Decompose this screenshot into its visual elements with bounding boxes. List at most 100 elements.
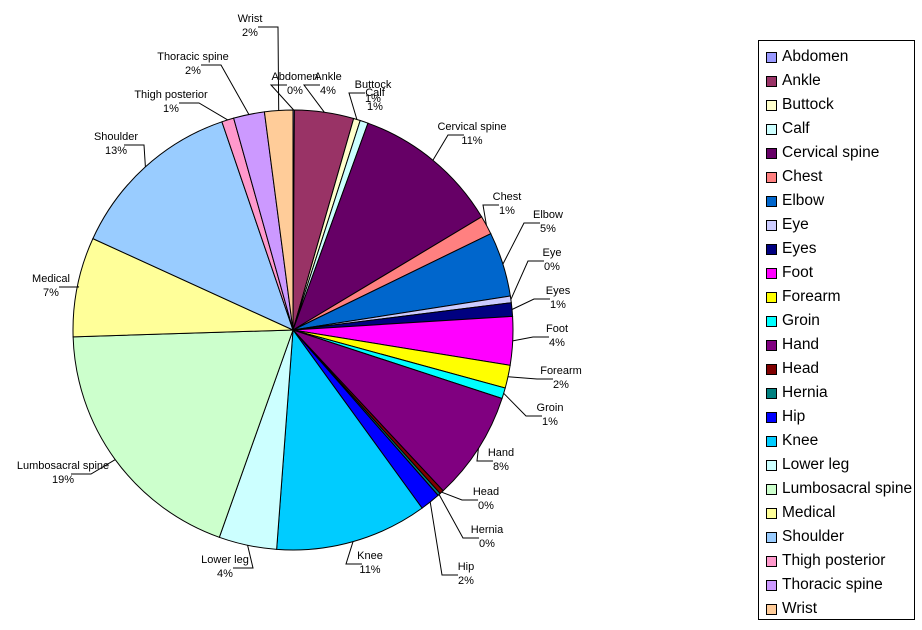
leader-line-ankle bbox=[303, 84, 325, 113]
leader-line-elbow bbox=[502, 222, 540, 265]
legend-item-ankle: Ankle bbox=[759, 69, 914, 93]
legend-swatch bbox=[766, 579, 777, 591]
pie-chart: Abdomen 0%Ankle 4% Buttock 1%Calf 1% Cervical … bbox=[17, 13, 582, 587]
legend-label: Thigh posterior bbox=[782, 552, 886, 569]
leader-line-buttock bbox=[348, 92, 365, 120]
legend-item-buttock: Buttock bbox=[759, 93, 914, 117]
legend-swatch bbox=[766, 75, 777, 87]
leader-line-head bbox=[441, 491, 478, 501]
leader-line-abdomen bbox=[269, 84, 295, 111]
leader-line-lumbosacral-spine bbox=[71, 459, 116, 475]
pie-slice-knee bbox=[276, 328, 423, 551]
legend-item-lumbosacral-spine: Lumbosacral spine bbox=[759, 477, 914, 501]
legend-item-forearm: Forearm bbox=[759, 285, 914, 309]
leader-line-hip bbox=[429, 501, 458, 576]
legend-swatch bbox=[766, 483, 777, 495]
legend-label: Foot bbox=[782, 264, 814, 281]
legend-item-lower-leg: Lower leg bbox=[759, 453, 914, 477]
legend-swatch bbox=[766, 243, 777, 255]
legend-label: Wrist bbox=[782, 600, 818, 617]
leader-line-chest bbox=[482, 204, 499, 226]
legend-swatch bbox=[766, 147, 777, 159]
legend-swatch bbox=[766, 123, 777, 135]
data-label-hernia: Hernia 0% bbox=[471, 524, 504, 550]
data-label-knee: Knee 11% bbox=[357, 550, 383, 576]
leader-line-shoulder bbox=[124, 144, 146, 167]
legend-item-cervical-spine: Cervical spine bbox=[759, 141, 914, 165]
data-label-groin: Groin 1% bbox=[537, 402, 564, 428]
leader-line-lower-leg bbox=[233, 545, 254, 569]
legend-item-calf: Calf bbox=[759, 117, 914, 141]
leader-line-wrist bbox=[258, 26, 280, 111]
legend-item-medical: Medical bbox=[759, 501, 914, 525]
legend-label: Shoulder bbox=[782, 528, 845, 545]
data-label-wrist: Wrist 2% bbox=[238, 13, 263, 39]
legend-label: Knee bbox=[782, 432, 819, 449]
legend-label: Groin bbox=[782, 312, 820, 329]
legend-swatch bbox=[766, 291, 777, 303]
leader-lines bbox=[59, 26, 553, 576]
pie-slices bbox=[72, 109, 514, 551]
legend-item-hand: Hand bbox=[759, 333, 914, 357]
leader-line-thoracic-spine bbox=[201, 64, 250, 115]
leader-line-eyes bbox=[511, 298, 550, 310]
data-label-lower-leg: Lower leg 4% bbox=[201, 554, 249, 580]
legend-label: Hand bbox=[782, 336, 820, 353]
legend-label: Cervical spine bbox=[782, 144, 880, 161]
data-label-shoulder: Shoulder 13% bbox=[94, 131, 138, 157]
leader-line-forearm bbox=[507, 376, 553, 380]
leader-line-hand bbox=[476, 448, 493, 462]
leader-line-knee bbox=[345, 541, 362, 565]
legend-label: Thoracic spine bbox=[782, 576, 883, 593]
leader-line-foot bbox=[512, 336, 549, 342]
legend-item-abdomen: Abdomen bbox=[759, 45, 914, 69]
legend-label: Abdomen bbox=[782, 48, 849, 65]
legend-item-thigh-posterior: Thigh posterior bbox=[759, 549, 914, 573]
data-label-lumbosacral-spine: Lumbosacral spine 19% bbox=[17, 460, 109, 486]
data-label-buttock: Buttock 1% bbox=[355, 79, 392, 105]
pie-slice-shoulder bbox=[92, 121, 294, 331]
data-label-hand: Hand 8% bbox=[488, 447, 514, 473]
legend-label: Elbow bbox=[782, 192, 825, 209]
legend: Abdomen Ankle Buttock Calf Cervical spine Che… bbox=[758, 40, 915, 620]
legend-swatch bbox=[766, 339, 777, 351]
data-label-cervical-spine: Cervical spine 11% bbox=[437, 121, 506, 147]
pie-slice-cervical-spine bbox=[292, 122, 483, 332]
legend-swatch bbox=[766, 267, 777, 279]
legend-label: Ankle bbox=[782, 72, 821, 89]
legend-swatch bbox=[766, 459, 777, 471]
legend-label: Eye bbox=[782, 216, 809, 233]
legend-label: Buttock bbox=[782, 96, 834, 113]
legend-label: Lower leg bbox=[782, 456, 850, 473]
legend-label: Forearm bbox=[782, 288, 841, 305]
leader-line-thigh-posterior bbox=[179, 102, 228, 121]
leader-line-groin bbox=[503, 392, 542, 417]
pie-slice-hand bbox=[292, 329, 503, 492]
legend-item-knee: Knee bbox=[759, 429, 914, 453]
legend-item-foot: Foot bbox=[759, 261, 914, 285]
legend-item-eye: Eye bbox=[759, 213, 914, 237]
legend-label: Calf bbox=[782, 120, 810, 137]
legend-swatch bbox=[766, 387, 777, 399]
legend-item-thoracic-spine: Thoracic spine bbox=[759, 573, 914, 597]
data-labels: Abdomen 0%Ankle 4% Buttock 1%Calf 1% Cervical … bbox=[17, 13, 582, 587]
legend-label: Chest bbox=[782, 168, 823, 185]
data-label-chest: Chest 1% bbox=[493, 191, 522, 217]
legend-swatch bbox=[766, 603, 777, 615]
data-label-head: Head 0% bbox=[473, 486, 499, 512]
data-label-thigh-posterior: Thigh posterior 1% bbox=[134, 89, 208, 115]
legend-label: Medical bbox=[782, 504, 836, 521]
legend-label: Hernia bbox=[782, 384, 828, 401]
legend-item-eyes: Eyes bbox=[759, 237, 914, 261]
legend-item-groin: Groin bbox=[759, 309, 914, 333]
data-label-ankle: Ankle 4% bbox=[314, 71, 342, 97]
legend-swatch bbox=[766, 99, 777, 111]
legend-swatch bbox=[766, 195, 777, 207]
legend-item-head: Head bbox=[759, 357, 914, 381]
legend-swatch bbox=[766, 363, 777, 375]
leader-line-eye bbox=[510, 260, 544, 300]
legend-item-shoulder: Shoulder bbox=[759, 525, 914, 549]
data-label-hip: Hip 2% bbox=[458, 561, 475, 587]
legend-swatch bbox=[766, 435, 777, 447]
leader-line-cervical-spine bbox=[432, 134, 464, 161]
